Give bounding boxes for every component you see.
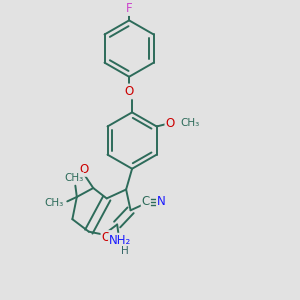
Text: CH₃: CH₃ bbox=[64, 173, 83, 183]
Text: CH₃: CH₃ bbox=[181, 118, 200, 128]
Text: H: H bbox=[121, 246, 129, 256]
Text: O: O bbox=[101, 231, 111, 244]
Text: CH₃: CH₃ bbox=[44, 198, 63, 208]
Text: O: O bbox=[166, 117, 175, 130]
Text: NH₂: NH₂ bbox=[109, 234, 131, 247]
Text: O: O bbox=[124, 85, 134, 98]
Text: O: O bbox=[80, 163, 89, 176]
Text: F: F bbox=[126, 2, 132, 15]
Text: C: C bbox=[142, 196, 150, 208]
Text: N: N bbox=[157, 196, 166, 208]
